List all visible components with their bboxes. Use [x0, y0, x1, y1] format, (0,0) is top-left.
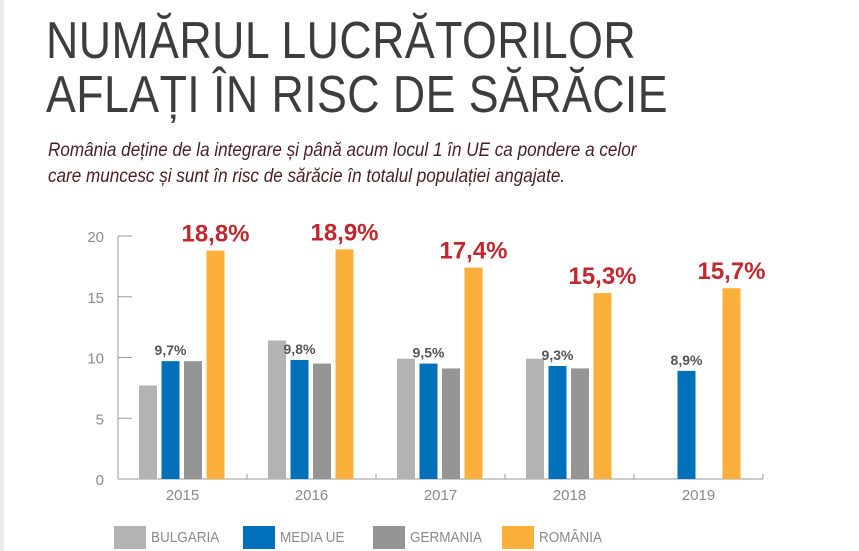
left-edge [0, 0, 4, 551]
x-tick-label: 2015 [166, 487, 199, 504]
bar-românia [335, 249, 354, 479]
subtitle-line-1: România deține de la integrare și până a… [48, 140, 637, 161]
subtitle-line-2: care muncesc și sunt în risc de sărăcie … [48, 166, 566, 187]
legend-item: ROMÂNIA [502, 525, 609, 549]
chart-title: NUMĂRUL LUCRĂTORILOR AFLAȚI ÎN RISC DE SĂ… [46, 14, 668, 122]
y-tick-label: 15 [87, 290, 104, 307]
bar-germania [442, 368, 460, 479]
bar-bulgaria [268, 340, 286, 479]
x-tick-label: 2016 [295, 487, 328, 504]
bar-bulgaria [139, 385, 157, 479]
legend-item: GERMANIA [373, 525, 490, 549]
data-label: 9,8% [284, 341, 316, 357]
legend-swatch [373, 525, 405, 549]
title-line-2: AFLAȚI ÎN RISC DE SĂRĂCIE [46, 66, 669, 124]
data-label: 9,5% [413, 345, 445, 361]
bar-germania [313, 363, 331, 479]
legend-swatch [114, 525, 146, 549]
title-line-1: NUMĂRUL LUCRĂTORILOR [46, 12, 637, 70]
bar-românia [593, 293, 612, 479]
legend-item: MEDIA UE [243, 525, 352, 549]
bar-germania [184, 361, 202, 479]
bar-media-ue [290, 359, 309, 479]
data-label: 18,9% [310, 219, 378, 246]
bar-media-ue [161, 361, 180, 479]
data-label: 9,3% [542, 347, 574, 363]
bar-bulgaria [397, 358, 415, 479]
data-label: 17,4% [439, 238, 507, 265]
legend-label: MEDIA UE [280, 528, 345, 546]
y-tick-label: 0 [96, 472, 104, 489]
legend-swatch [502, 525, 534, 549]
y-tick-label: 20 [87, 229, 104, 246]
bar-românia [722, 288, 741, 479]
x-tick-label: 2018 [553, 487, 586, 504]
data-label: 15,3% [568, 263, 636, 290]
bar-media-ue [677, 370, 696, 479]
data-label: 18,8% [181, 221, 249, 248]
data-label: 15,7% [697, 258, 765, 285]
x-tick-label: 2019 [682, 487, 715, 504]
y-tick-label: 10 [87, 351, 104, 368]
bar-germania [571, 368, 589, 479]
bar-media-ue [548, 366, 567, 479]
bar-media-ue [419, 363, 438, 479]
legend-label: GERMANIA [410, 528, 483, 546]
x-tick-label: 2017 [424, 487, 457, 504]
data-label: 8,9% [671, 352, 703, 368]
legend-label: ROMÂNIA [539, 528, 603, 546]
legend-swatch [243, 525, 275, 549]
chart-subtitle: România deține de la integrare și până a… [48, 138, 636, 190]
data-label: 9,7% [155, 342, 187, 358]
legend-label: BULGARIA [151, 528, 220, 546]
bar-bulgaria [526, 358, 544, 479]
y-tick-label: 5 [96, 411, 104, 428]
bar-românia [464, 267, 483, 479]
legend-item: BULGARIA [114, 525, 227, 549]
bar-românia [206, 250, 225, 479]
